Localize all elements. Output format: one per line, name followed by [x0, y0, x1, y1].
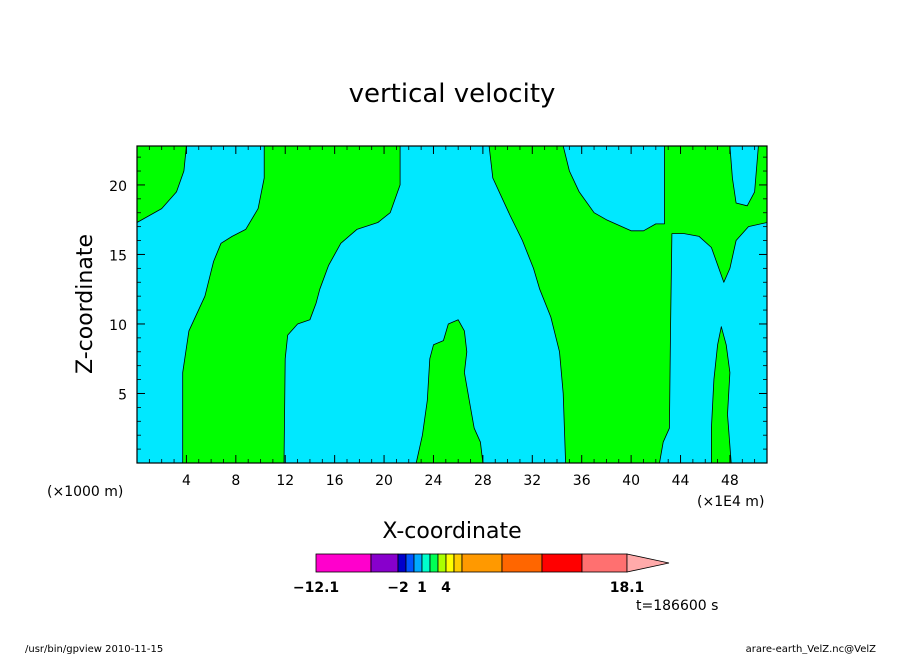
colorbar-segment	[421, 553, 431, 573]
colorbar-segment	[501, 553, 543, 573]
colorbar-label: 1	[417, 580, 427, 596]
x-tick-label: 8	[231, 473, 240, 489]
positive-region-5	[711, 326, 732, 464]
colorbar-segment	[429, 553, 439, 573]
x-tick-label: 36	[573, 473, 591, 489]
footer-right: arare-earth_VelZ.nc@VelZ	[746, 644, 877, 654]
y-tick-label: 15	[109, 248, 127, 264]
y-tick-label: 10	[109, 318, 127, 334]
x-tick-label: 12	[276, 473, 294, 489]
colorbar-segment	[581, 553, 628, 573]
positive-region-3	[415, 319, 484, 464]
plot-frame	[136, 145, 768, 464]
colorbar-segment	[405, 553, 415, 573]
x-tick-label: 48	[721, 473, 739, 489]
x-tick-label: 20	[375, 473, 393, 489]
colorbar-arrow	[626, 553, 670, 573]
x-tick-label: 4	[182, 473, 191, 489]
colorbar-segment	[315, 553, 372, 573]
chart-title: vertical velocity	[349, 79, 556, 109]
colorbar-segment	[413, 553, 423, 573]
colorbar-segment	[437, 553, 447, 573]
x-unit-right: (×1E4 m)	[697, 494, 764, 510]
x-ticks: 4 8 12 16 20 24 28 32 36 40 44 48	[148, 146, 756, 489]
y-ticks: 5 10 15 20	[109, 156, 767, 450]
colorbar-labels: −12.1 −2 1 4 18.1	[293, 580, 644, 596]
x-tick-label: 44	[672, 473, 690, 489]
x-tick-label: 24	[425, 473, 443, 489]
x-unit-left: (×1000 m)	[47, 484, 123, 500]
colorbar-label: 4	[441, 580, 451, 596]
colorbar-label: 18.1	[610, 580, 645, 596]
y-tick-label: 20	[109, 179, 127, 195]
y-axis-label: Z-coordinate	[73, 234, 98, 374]
colorbar-segment	[445, 553, 455, 573]
positive-regions	[136, 145, 768, 464]
time-label: t=186600 s	[636, 598, 718, 614]
x-tick-label: 32	[523, 473, 541, 489]
colorbar-segment	[453, 553, 463, 573]
x-tick-label: 40	[622, 473, 640, 489]
colorbar-segment	[370, 553, 399, 573]
colorbar-segment	[541, 553, 583, 573]
colorbar-label: −12.1	[293, 580, 339, 596]
x-axis-label: X-coordinate	[382, 519, 521, 544]
positive-region-4	[488, 145, 768, 464]
footer-left: /usr/bin/gpview 2010-11-15	[25, 644, 163, 654]
colorbar-label: −2	[387, 580, 408, 596]
y-tick-label: 5	[118, 387, 127, 403]
x-tick-label: 16	[326, 473, 344, 489]
x-tick-label: 28	[474, 473, 492, 489]
colorbar	[315, 553, 670, 573]
colorbar-segment	[397, 553, 407, 573]
colorbar-segment	[461, 553, 503, 573]
positive-region-2	[182, 145, 401, 464]
